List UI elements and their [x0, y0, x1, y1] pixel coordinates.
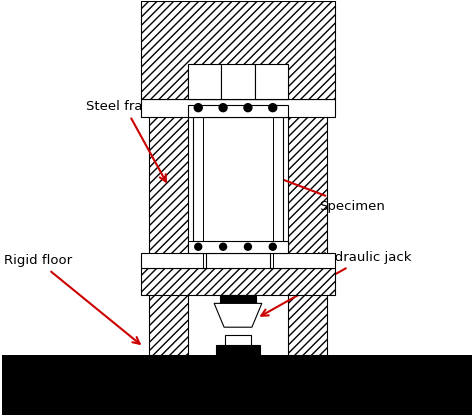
Bar [148, 1, 188, 355]
Bar [141, 99, 335, 116]
Bar [188, 105, 288, 116]
Bar [225, 335, 251, 350]
Circle shape [195, 243, 202, 250]
Circle shape [219, 104, 227, 111]
Bar [255, 64, 288, 99]
Circle shape [194, 104, 202, 111]
Bar [216, 345, 260, 355]
Bar [221, 64, 255, 99]
Circle shape [269, 104, 277, 111]
Bar [141, 1, 335, 99]
Circle shape [219, 243, 227, 250]
Bar [188, 69, 288, 99]
Bar [141, 253, 335, 267]
Text: Rigid floor: Rigid floor [4, 254, 140, 344]
Circle shape [269, 243, 276, 250]
Text: Steel frame: Steel frame [86, 100, 166, 182]
Bar [220, 295, 256, 303]
Circle shape [244, 104, 252, 111]
Text: Hydraulic jack: Hydraulic jack [261, 251, 412, 316]
Circle shape [245, 243, 251, 250]
Bar [288, 1, 328, 355]
Bar [193, 116, 283, 267]
Bar [188, 241, 288, 253]
Text: Specimen: Specimen [253, 167, 385, 213]
Bar [1, 355, 473, 415]
Polygon shape [214, 303, 262, 327]
Bar [188, 64, 221, 99]
Bar [141, 267, 335, 295]
